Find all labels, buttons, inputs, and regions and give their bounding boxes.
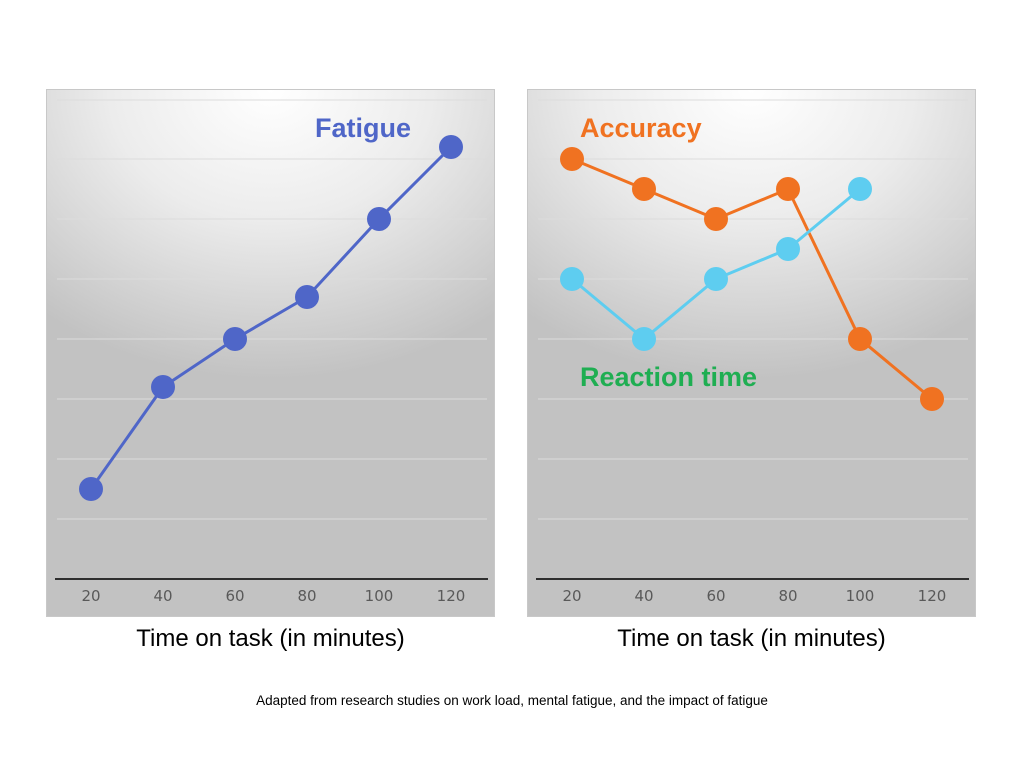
x-tick-label: 80 — [297, 587, 316, 605]
data-point — [632, 327, 656, 351]
data-point — [704, 267, 728, 291]
x-tick-label: 100 — [365, 587, 394, 605]
series-label: Accuracy — [580, 113, 702, 143]
x-tick-label: 60 — [706, 587, 725, 605]
data-point — [920, 387, 944, 411]
data-point — [560, 147, 584, 171]
data-point — [560, 267, 584, 291]
x-tick-label: 40 — [153, 587, 172, 605]
series-label: Fatigue — [315, 113, 411, 143]
fatigue-chart-svg: 20 40 60 80 100 120 Fatigue — [55, 99, 488, 605]
accuracy-reaction-chart-panel: 20 40 60 80 100 120 Accuracy Reaction time — [527, 89, 976, 617]
fatigue-chart-panel: 20 40 60 80 100 120 Fatigue — [46, 89, 495, 617]
data-point — [632, 177, 656, 201]
data-point — [704, 207, 728, 231]
x-tick-label: 20 — [81, 587, 100, 605]
data-point — [439, 135, 463, 159]
data-point — [776, 177, 800, 201]
source-note: Adapted from research studies on work lo… — [256, 693, 768, 708]
data-point — [223, 327, 247, 351]
data-point — [367, 207, 391, 231]
accuracy-reaction-chart-svg: 20 40 60 80 100 120 Accuracy Reaction time — [536, 99, 969, 605]
data-point — [79, 477, 103, 501]
data-point — [848, 327, 872, 351]
data-point — [151, 375, 175, 399]
x-tick-label: 80 — [778, 587, 797, 605]
data-point — [776, 237, 800, 261]
x-tick-label: 40 — [634, 587, 653, 605]
x-tick-label: 20 — [562, 587, 581, 605]
series-line — [89, 145, 453, 490]
x-tick-label: 60 — [225, 587, 244, 605]
x-axis-title-left: Time on task (in minutes) — [136, 625, 405, 652]
x-tick-label: 120 — [437, 587, 466, 605]
x-axis-title-right: Time on task (in minutes) — [617, 625, 886, 652]
data-point — [295, 285, 319, 309]
series-label: Reaction time — [580, 362, 757, 392]
data-point — [848, 177, 872, 201]
x-tick-label: 100 — [846, 587, 875, 605]
x-tick-label: 120 — [918, 587, 947, 605]
series-line — [571, 157, 933, 401]
